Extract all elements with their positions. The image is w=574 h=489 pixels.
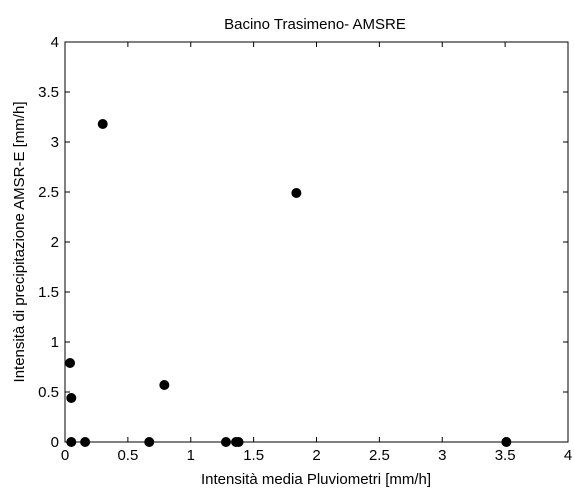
data-point [66,393,77,403]
y-tick-label: 1 [51,334,59,351]
x-tick-label: 3.5 [495,447,516,464]
data-point [97,119,108,129]
data-point [501,437,512,447]
x-tick-label: 3 [438,447,446,464]
x-tick-label: 0 [61,447,69,464]
x-tick-label: 1 [187,447,195,464]
y-tick-label: 0 [51,434,59,451]
x-tick-label: 0.5 [117,447,138,464]
plot-area [64,41,569,443]
data-point [291,188,302,198]
data-point [220,437,231,447]
data-points [65,119,512,447]
x-axis-label: Intensità media Pluviometri [mm/h] [201,471,431,488]
data-point [144,437,155,447]
y-tick-label: 2 [51,234,59,251]
x-tick-label: 4 [564,447,572,464]
x-tick-label: 2 [312,447,320,464]
x-axis: 0 0.5 1 1.5 2 2.5 3 3.5 4 [61,42,572,464]
data-point [233,437,244,447]
y-axis: 0 0.5 1 1.5 2 2.5 3 3.5 4 [38,34,568,451]
y-tick-label: 3 [51,134,59,151]
y-tick-label: 1.5 [38,284,59,301]
data-point [66,437,77,447]
chart-title: Bacino Trasimeno- AMSRE [224,16,406,33]
y-axis-label: Intensità di precipitazione AMSR-E [mm/h… [11,102,28,383]
y-tick-label: 3.5 [38,84,59,101]
y-tick-label: 2.5 [38,184,59,201]
x-tick-label: 1.5 [243,447,264,464]
x-tick-label: 2.5 [369,447,390,464]
data-point [65,358,76,368]
y-tick-label: 0.5 [38,384,59,401]
y-tick-label: 4 [51,34,59,51]
data-point [159,380,170,390]
data-point [80,437,91,447]
